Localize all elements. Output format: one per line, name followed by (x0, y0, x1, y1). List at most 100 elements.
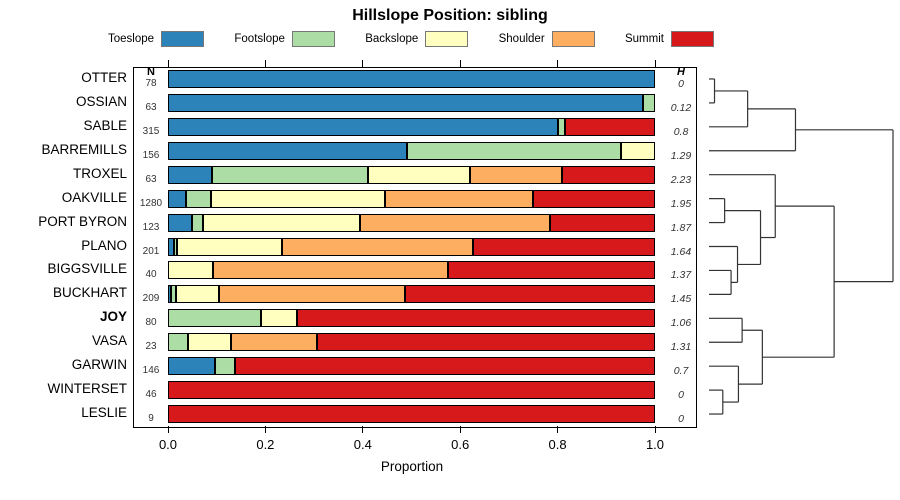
bar-segment-footslope (170, 285, 176, 304)
h-value: 0.12 (670, 101, 692, 114)
n-value: 315 (142, 125, 160, 137)
h-value: 1.87 (670, 221, 692, 234)
bar-segment-backslope (187, 333, 231, 352)
bar-segment-summit (562, 165, 655, 184)
x-axis-tick-top (459, 60, 461, 67)
x-axis-tick-bottom (167, 426, 169, 433)
legend-entry-shoulder: Shoulder (499, 31, 595, 47)
row-label-plano: PLANO (81, 237, 127, 253)
x-axis-tick-top (167, 60, 169, 67)
x-axis-tick-label: 0.2 (256, 437, 275, 452)
bar-segment-summit (168, 405, 655, 424)
bar-segment-footslope (642, 93, 655, 112)
x-axis-tick-bottom (654, 426, 656, 433)
h-value: 0.7 (673, 365, 689, 378)
n-value: 78 (145, 77, 157, 89)
stacked-bar-sable (168, 117, 655, 136)
x-axis-tick-label: 1.0 (645, 437, 665, 452)
stacked-bar-leslie (168, 405, 655, 424)
bar-segment-summit (405, 285, 655, 304)
x-axis-tick-top (557, 60, 559, 67)
row-label-port-byron: PORT BYRON (38, 213, 127, 229)
bar-segment-backslope (176, 237, 283, 256)
bar-segment-shoulder (230, 333, 317, 352)
stacked-bar-otter (168, 69, 655, 88)
x-axis-tick-top (264, 60, 266, 67)
stacked-bar-buckhart (168, 285, 655, 304)
row-label-leslie: LESLIE (81, 405, 127, 421)
legend: Toeslope Footslope Backslope Shoulder Summit (108, 31, 714, 47)
bar-segment-shoulder (212, 261, 449, 280)
bar-segment-shoulder (469, 165, 563, 184)
bar-segment-backslope (211, 189, 385, 208)
bar-segment-shoulder (384, 189, 534, 208)
bar-segment-summit (564, 117, 655, 136)
row-label-otter: OTTER (81, 69, 127, 85)
h-value: 0 (678, 389, 684, 402)
legend-label: Toeslope (108, 33, 155, 45)
x-axis-tick-label: 0.4 (353, 437, 372, 452)
n-value: 156 (142, 149, 160, 161)
n-value: 63 (145, 101, 157, 113)
row-label-garwin: GARWIN (71, 357, 127, 373)
n-value: 46 (145, 389, 157, 401)
bar-segment-toeslope (168, 141, 407, 160)
stacked-bar-biggsville (168, 261, 655, 280)
stacked-bar-port-byron (168, 213, 655, 232)
row-label-barremills: BARREMILLS (41, 141, 127, 157)
stacked-bar-ossian (168, 93, 655, 112)
bar-segment-summit (473, 237, 655, 256)
bar-segment-toeslope (168, 213, 193, 232)
bar-segment-footslope (406, 141, 621, 160)
bar-segment-toeslope (168, 117, 558, 136)
row-label-vasa: VASA (91, 333, 127, 349)
bar-segment-footslope (168, 333, 188, 352)
stacked-bar-barremills (168, 141, 655, 160)
bar-segment-backslope (168, 261, 213, 280)
bar-segment-footslope (173, 237, 177, 256)
stacked-bar-joy (168, 309, 655, 328)
legend-swatch-shoulder (551, 31, 595, 47)
x-axis-tick-label: 0.8 (548, 437, 567, 452)
stacked-bar-troxel (168, 165, 655, 184)
legend-swatch-toeslope (161, 31, 205, 47)
bar-segment-shoulder (282, 237, 474, 256)
bar-segment-summit (317, 333, 655, 352)
row-label-oakville: OAKVILLE (61, 189, 127, 205)
h-value: 0 (678, 77, 684, 90)
row-label-sable: SABLE (83, 117, 127, 133)
n-value: 1280 (139, 197, 163, 209)
n-value: 209 (142, 293, 160, 305)
h-value: 1.64 (670, 245, 692, 258)
bar-segment-footslope (211, 165, 368, 184)
h-value: 1.29 (670, 149, 692, 162)
legend-swatch-footslope (291, 31, 335, 47)
bar-segment-toeslope (168, 189, 187, 208)
stacked-bar-plano (168, 237, 655, 256)
x-axis-tick-top (362, 60, 364, 67)
legend-label: Footslope (234, 33, 285, 45)
x-axis-tick-bottom (459, 426, 461, 433)
row-label-troxel: TROXEL (72, 165, 127, 181)
h-value: 1.31 (670, 341, 692, 354)
bar-segment-summit (448, 261, 655, 280)
n-value: 40 (145, 269, 157, 281)
legend-label: Backslope (365, 33, 419, 45)
row-label-biggsville: BIGGSVILLE (47, 261, 127, 277)
row-label-ossian: OSSIAN (75, 93, 127, 109)
bar-segment-toeslope (168, 93, 643, 112)
x-axis-tick-top (654, 60, 656, 67)
bar-segment-summit (234, 357, 655, 376)
legend-label: Summit (624, 33, 664, 45)
bar-segment-toeslope (168, 165, 212, 184)
bar-segment-summit (550, 213, 655, 232)
bar-segment-toeslope (168, 285, 171, 304)
h-value: 1.95 (670, 197, 692, 210)
x-axis-tick-label: 0.0 (158, 437, 178, 452)
bar-segment-backslope (620, 141, 655, 160)
bar-segment-summit (533, 189, 655, 208)
bar-segment-backslope (367, 165, 470, 184)
h-value: 0 (678, 413, 684, 426)
x-axis-tick-bottom (557, 426, 559, 433)
bar-segment-toeslope (168, 237, 174, 256)
